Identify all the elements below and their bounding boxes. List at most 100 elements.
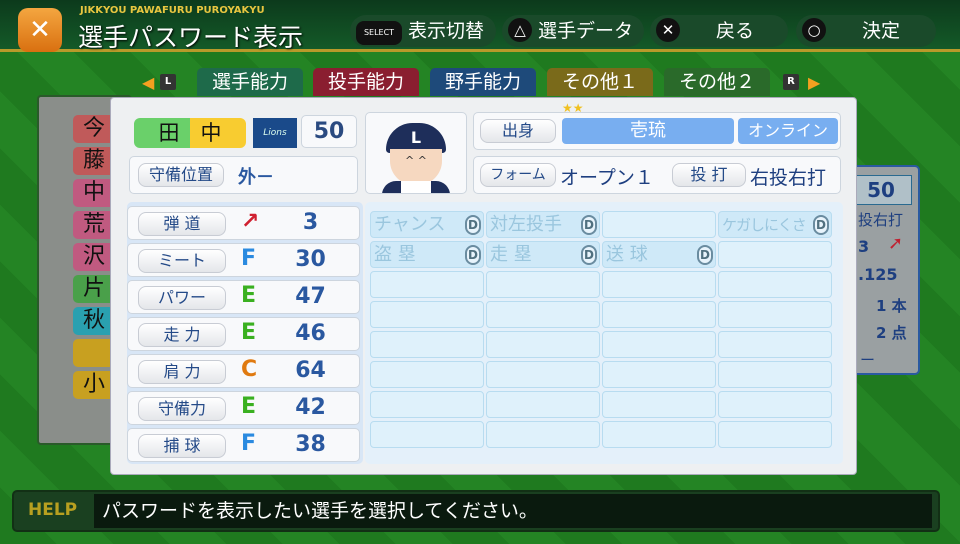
help-label: HELP [28,500,78,520]
position-row: 守備位置 外－ [129,156,358,194]
ability-slot[interactable]: チャンス D [370,211,484,238]
stat-grade-icon: E [241,394,257,419]
ability-name: 対左投手 [490,214,562,235]
ability-slot[interactable] [718,361,832,388]
ability-slot[interactable] [486,331,600,358]
ability-slot[interactable] [370,391,484,418]
help-text: パスワードを表示したい選手を選択してください。 [94,494,932,528]
tab-left-arrow-icon[interactable]: ◀ [142,73,155,92]
position-value: 外－ [238,167,274,188]
l-key-icon: L [160,74,176,90]
r-key-icon: R [783,74,799,90]
stat-label: 守備力 [138,397,226,421]
ability-slot[interactable] [718,331,832,358]
stat-label: 捕 球 [138,434,226,458]
ability-grade-icon: D [813,215,829,235]
stat-grade-icon: F [241,246,257,271]
ability-slot[interactable] [602,211,716,238]
ability-slot[interactable] [718,271,832,298]
ability-grade-icon: D [465,215,481,235]
stat-value: 3 [302,210,319,235]
form-value: オープン１ [560,167,654,189]
ability-slot[interactable] [486,271,600,298]
ability-slot[interactable] [718,301,832,328]
ability-slot[interactable] [486,391,600,418]
ability-slot[interactable] [486,361,600,388]
stat-value: 46 [295,321,326,346]
ability-slot[interactable] [486,301,600,328]
ability-slot[interactable] [718,421,832,448]
stat-value: 64 [295,358,326,383]
tab-pitcher-ability[interactable]: 投手能力 [313,68,419,96]
ability-slot[interactable] [602,391,716,418]
ability-slot[interactable] [486,421,600,448]
ability-slot[interactable] [602,301,716,328]
select-button-icon: SELECT [356,21,402,45]
ability-slot[interactable] [602,421,716,448]
stat-row: 肩 力 C 64 [127,354,360,388]
toggle-display-button[interactable]: SELECT 表示切替 [350,15,496,47]
stat-grade-icon: E [241,283,257,308]
ability-slot[interactable] [602,361,716,388]
stat-row: 弾 道 ↗ 3 [127,206,360,240]
player-level: 50 [301,115,357,148]
button-label: 選手データ [538,20,634,42]
ability-slot[interactable] [718,391,832,418]
cross-icon: ✕ [656,18,680,42]
confirm-button[interactable]: ○ 決定 [796,15,936,47]
ability-name: ケガしにくさ [722,216,807,234]
tab-player-ability[interactable]: 選手能力 [197,68,303,96]
uniform-icon [382,181,450,193]
origin-value: 壱琉 [562,118,734,144]
trajectory-arrow-icon: ➚ [888,233,904,254]
tab-fielder-ability[interactable]: 野手能力 [430,68,536,96]
ability-slot[interactable] [718,241,832,268]
circle-icon: ○ [802,18,826,42]
throw-bat-value: 右投右打 [750,167,827,189]
stat-grade-icon: C [241,357,258,382]
team-logo-icon: Lions [253,118,297,148]
face-icon: ^ ^ [390,149,442,185]
stat-grade-icon: F [241,431,257,456]
button-label: 戻る [716,20,755,42]
ability-slot[interactable] [370,301,484,328]
stat-row: 走 力 E 46 [127,317,360,351]
cap-icon: L [386,123,446,153]
ability-slot[interactable] [370,271,484,298]
stat-label: パワー [138,286,226,310]
ability-slot[interactable] [602,331,716,358]
button-label: 表示切替 [408,20,485,42]
back-button[interactable]: ✕ 戻る [650,15,788,47]
ability-slot[interactable]: ケガしにくさ D [718,211,832,238]
behind-trajectory: 3 [858,237,870,256]
position-label: 守備位置 [138,163,224,187]
ability-slot[interactable] [370,361,484,388]
online-badge: オンライン [738,118,838,144]
behind-bat-throw: 投右打 [858,211,904,229]
form-label: フォーム [480,163,556,187]
stat-grade-icon: E [241,320,257,345]
ability-slot[interactable] [370,331,484,358]
behind-average: .125 [858,265,898,284]
ability-slot[interactable] [370,421,484,448]
stat-value: 30 [295,247,326,272]
stat-value: 47 [295,284,326,309]
behind-rbi: 2 点 [876,324,907,342]
ability-slot[interactable]: 対左投手 D [486,211,600,238]
help-bar: HELP パスワードを表示したい選手を選択してください。 [12,490,940,532]
tab-other-1[interactable]: その他１ [547,68,653,96]
stat-label: ミート [138,249,226,273]
tab-other-2[interactable]: その他２ [664,68,770,96]
ability-name: チャンス [374,214,446,235]
ability-name: 送 球 [606,244,648,265]
ability-slot[interactable] [602,271,716,298]
ability-name: 走 塁 [490,244,532,265]
tab-right-arrow-icon[interactable]: ▶ [808,73,821,92]
player-data-button[interactable]: △ 選手データ [502,15,644,47]
stat-label: 肩 力 [138,360,226,384]
game-subtitle: JIKKYOU PAWAFURU PUROYAKYU [80,5,265,16]
stat-grade-icon: ↗ [241,209,260,234]
